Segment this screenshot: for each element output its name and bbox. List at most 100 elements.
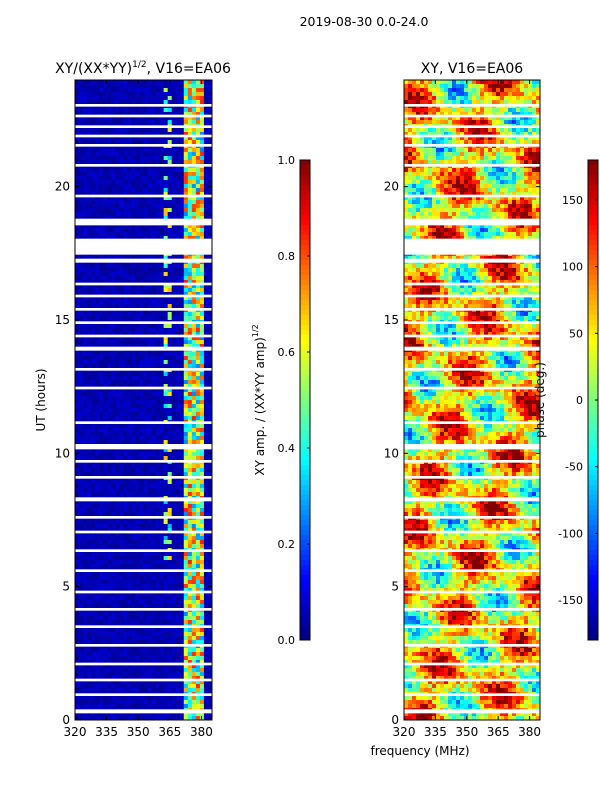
heatmap-cell <box>107 96 112 101</box>
heatmap-cell <box>183 208 189 213</box>
heatmap-cell <box>119 456 124 461</box>
heatmap-cell <box>119 316 124 321</box>
heatmap-cell <box>187 228 193 233</box>
heatmap-cell <box>179 452 185 457</box>
heatmap-cell <box>123 288 128 293</box>
heatmap-cell <box>79 452 84 457</box>
heatmap-cell <box>119 648 124 653</box>
heatmap-cell <box>115 176 120 181</box>
heatmap-cell <box>151 284 156 289</box>
heatmap-cell <box>99 296 104 301</box>
heatmap-cell <box>95 652 100 657</box>
heatmap-cell <box>99 600 104 605</box>
heatmap-cell <box>79 212 84 217</box>
heatmap-cell <box>123 412 128 417</box>
heatmap-cell <box>83 284 88 289</box>
heatmap-cell <box>147 376 152 381</box>
heatmap-cell <box>151 664 156 669</box>
heatmap-cell <box>83 580 88 585</box>
heatmap-cell <box>131 480 136 485</box>
heatmap-cell <box>207 156 213 161</box>
heatmap-cell <box>83 108 88 113</box>
heatmap-cell <box>91 160 96 165</box>
heatmap-cell <box>207 424 213 429</box>
heatmap-cell <box>171 264 177 269</box>
heatmap-cell <box>167 224 173 229</box>
heatmap-cell <box>171 388 177 393</box>
heatmap-cell <box>127 204 132 209</box>
heatmap-cell <box>155 356 161 361</box>
heatmap-cell <box>99 408 104 413</box>
heatmap-cell <box>183 384 189 389</box>
heatmap-cell <box>131 564 136 569</box>
heatmap-cell <box>171 560 177 565</box>
heatmap-cell <box>131 328 136 333</box>
heatmap-cell <box>131 620 136 625</box>
heatmap-cell <box>183 436 189 441</box>
heatmap-cell <box>103 656 108 661</box>
heatmap-cell <box>111 108 116 113</box>
heatmap-cell <box>187 216 193 221</box>
heatmap-cell <box>147 508 152 513</box>
heatmap-cell <box>127 256 132 261</box>
heatmap-cell <box>175 360 181 365</box>
heatmap-cell <box>175 572 181 577</box>
heatmap-cell <box>119 140 124 145</box>
heatmap-cell <box>143 424 148 429</box>
heatmap-cell <box>123 520 128 525</box>
heatmap-cell <box>207 268 213 273</box>
heatmap-cell <box>83 304 88 309</box>
heatmap-cell <box>159 620 165 625</box>
heatmap-cell <box>99 80 104 85</box>
heatmap-cell <box>207 340 213 345</box>
heatmap-cell <box>123 256 128 261</box>
heatmap-cell <box>75 492 80 497</box>
heatmap-cell <box>139 440 144 445</box>
heatmap-cell <box>199 412 205 417</box>
heatmap-cell <box>91 588 96 593</box>
heatmap-cell <box>103 300 108 305</box>
heatmap-cell <box>107 532 112 537</box>
heatmap-cell <box>167 664 173 669</box>
heatmap-cell <box>147 168 152 173</box>
heatmap-cell <box>123 336 128 341</box>
heatmap-cell <box>139 200 144 205</box>
heatmap-cell <box>87 576 92 581</box>
heatmap-cell <box>187 100 193 105</box>
heatmap-cell <box>119 580 124 585</box>
heatmap-cell <box>187 112 193 117</box>
heatmap-cell <box>179 532 185 537</box>
heatmap-cell <box>199 536 205 541</box>
heatmap-cell <box>155 580 161 585</box>
heatmap-cell <box>179 272 185 277</box>
heatmap-cell <box>95 664 100 669</box>
heatmap-cell <box>119 80 124 85</box>
heatmap-cell <box>83 80 88 85</box>
heatmap-cell <box>115 648 120 653</box>
heatmap-cell <box>151 84 156 89</box>
heatmap-cell <box>147 416 152 421</box>
heatmap-cell <box>207 388 213 393</box>
heatmap-cell <box>155 484 161 489</box>
heatmap-cell <box>79 660 84 665</box>
heatmap-cell <box>195 572 201 577</box>
heatmap-cell <box>75 120 80 125</box>
heatmap-cell <box>171 336 177 341</box>
heatmap-cell <box>183 216 189 221</box>
heatmap-cell <box>163 236 169 241</box>
heatmap-cell <box>171 500 177 505</box>
heatmap-cell <box>103 108 108 113</box>
heatmap-cell <box>183 588 189 593</box>
heatmap-cell <box>199 180 205 185</box>
heatmap-cell <box>131 136 136 141</box>
heatmap-cell <box>119 256 124 261</box>
heatmap-cell <box>167 508 173 513</box>
heatmap-cell <box>179 440 185 445</box>
heatmap-cell <box>127 432 132 437</box>
heatmap-cell <box>91 580 96 585</box>
heatmap-cell <box>87 592 92 597</box>
heatmap-cell <box>131 112 136 117</box>
heatmap-cell <box>183 80 189 85</box>
heatmap-cell <box>163 524 169 529</box>
heatmap-cell <box>203 200 209 205</box>
